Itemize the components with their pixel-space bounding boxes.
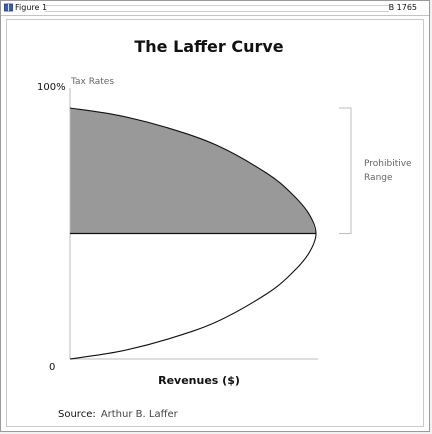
chart-panel: The Laffer Curve 100% 0 Tax Rates Prohib… (6, 19, 424, 427)
laffer-chart: The Laffer Curve 100% 0 Tax Rates Prohib… (37, 37, 412, 421)
y-tick-label-bottom: 0 (49, 362, 55, 373)
window-title: Figure 1 (15, 3, 48, 12)
prohibitive-range-shading (70, 108, 316, 234)
source-value: Arthur B. Laffer (101, 409, 179, 420)
y-tick-label-top: 100% (37, 82, 66, 93)
prohibitive-range-bracket (339, 107, 352, 234)
source-label: Source: (58, 409, 96, 420)
titlebar-track (45, 5, 389, 12)
window-titlebar: Figure 1 B 1765 (1, 1, 429, 16)
annotation-line-1: Prohibitive (364, 159, 412, 169)
laffer-curve-line (69, 107, 317, 360)
source-line: Source: Arthur B. Laffer (58, 402, 179, 421)
x-axis-label: Revenues ($) (158, 374, 240, 387)
annotation-line-2: Range (364, 173, 393, 183)
y-axis-label: Tax Rates (70, 77, 114, 87)
book-icon (4, 3, 13, 12)
chart-title: The Laffer Curve (134, 37, 283, 56)
document-id: B 1765 (388, 3, 417, 12)
